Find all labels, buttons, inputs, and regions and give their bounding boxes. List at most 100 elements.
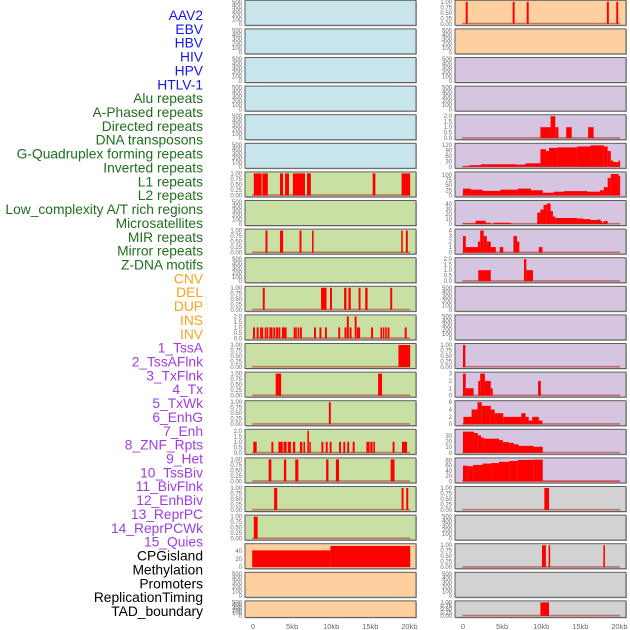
track-panel: 0.000.250.500.751.00 [440,343,627,371]
track-panel: 0.000.250.500.751.00 [440,600,627,620]
bar [618,160,621,167]
y-tick-label: 300 [232,606,243,612]
panel-border [244,114,417,141]
track-panel: 0.000.250.500.751.00 [230,400,417,428]
y-tick-label: 500 [232,28,243,34]
bar [378,373,383,396]
y-tick-label: 100 [442,532,453,538]
bar [480,164,517,167]
panel-background [245,0,416,26]
bar [531,190,543,196]
panel-border [454,285,627,312]
bar [524,259,527,282]
y-tick-label: 300 [442,295,453,301]
bar [513,236,517,253]
y-tick-label: 300 [442,323,453,329]
x-tick-label: 10kb [323,622,339,630]
y-tick-label: 500 [232,143,243,149]
bar [398,345,411,367]
track-label: Low_complexity A/T rich regions [5,202,203,217]
y-tick-label: 30 [445,159,452,165]
panel-background [245,457,416,483]
y-tick-label: 500 [232,57,243,63]
bar [577,146,591,167]
bar [335,459,340,482]
y-tick-label: 300 [232,37,243,43]
panel-border [454,200,627,226]
y-tick-label: 1.00 [440,543,452,549]
bar [525,163,541,167]
y-tick-label: 0.75 [230,463,242,469]
y-tick-label: 400 [442,90,453,96]
bar [498,440,503,453]
bar [314,327,316,339]
bar [285,173,289,196]
track-label: 11_BivFlnk [136,479,203,494]
y-tick-label: 500 [232,86,243,92]
bar [528,420,533,425]
bar [494,413,504,425]
y-tick-label: 1.00 [230,372,242,378]
panel-border [244,514,417,541]
y-tick-label: 0.50 [440,497,452,503]
bar [590,220,598,224]
bar [292,173,305,196]
y-tick-label: 200 [232,156,243,162]
bar [475,220,486,224]
panel-background [455,314,626,340]
bar [287,441,291,453]
y-tick-label: 0.00 [440,614,452,620]
bar [266,327,269,339]
y-tick-label: 300 [442,523,453,529]
track-panel: 0.000.250.500.751.00 [230,457,417,485]
y-tick-label: 100 [442,173,453,179]
y-tick-label: 40 [445,202,452,208]
y-tick-label: 0.50 [230,354,242,360]
x-tick-label: 0 [251,622,255,630]
bar [328,402,331,425]
bar [297,327,300,339]
panel-background [245,143,416,169]
bar [540,602,550,616]
bar [262,287,265,310]
panel-border [454,28,627,55]
panel-background [245,572,416,598]
bar [278,327,281,339]
x-tick-label: 5kb [286,622,298,630]
track-label: 3_TxFlnk [146,368,203,383]
bar [485,222,491,224]
y-tick-label: 400 [232,603,243,609]
y-tick-label: 0.75 [230,349,242,355]
y-tick-label: 0.50 [440,607,452,613]
y-tick-label: 300 [442,37,453,43]
y-tick-label: 1.00 [440,600,452,606]
bar [540,127,551,139]
bar [401,230,403,253]
y-tick-label: 200 [232,70,243,76]
y-tick-label: 4 [449,408,453,414]
panel-border [454,343,627,369]
bar [344,287,347,310]
y-tick-label: 400 [232,576,243,582]
y-tick-label: 400 [232,33,243,39]
panel-border [454,514,627,541]
y-tick-label: 0 [239,279,243,285]
y-tick-label: 30 [445,207,452,213]
bar [279,173,284,196]
panel-background [245,372,416,398]
bar [607,151,611,167]
y-tick-label: 500 [232,200,243,206]
panel-border [244,200,417,226]
y-tick-label: 0 [449,108,453,114]
bar [603,545,605,568]
panel-background [245,57,416,83]
bar [588,127,594,139]
bar [471,409,478,425]
y-tick-label: 0.25 [230,188,242,194]
panel-border [244,171,417,198]
bar [499,247,504,253]
